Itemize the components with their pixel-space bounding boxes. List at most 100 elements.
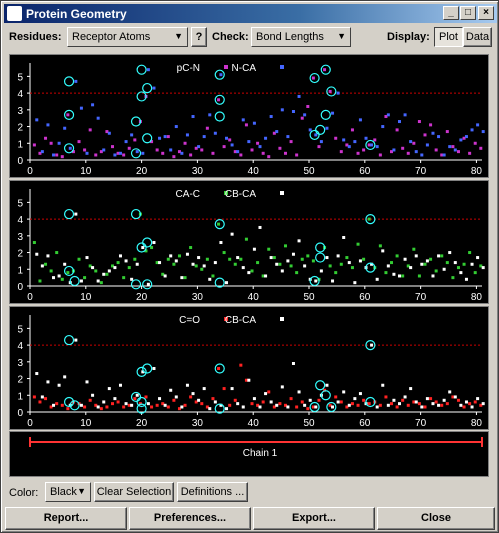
data-point[interactable] bbox=[44, 397, 47, 400]
data-point[interactable] bbox=[208, 113, 211, 116]
data-point[interactable] bbox=[267, 248, 270, 251]
data-point[interactable] bbox=[184, 404, 187, 407]
data-point[interactable] bbox=[482, 266, 485, 269]
data-point[interactable] bbox=[158, 397, 161, 400]
data-point[interactable] bbox=[351, 266, 354, 269]
data-point[interactable] bbox=[167, 135, 170, 138]
data-point[interactable] bbox=[320, 269, 323, 272]
data-point[interactable] bbox=[325, 127, 328, 130]
data-point[interactable] bbox=[231, 233, 234, 236]
data-point[interactable] bbox=[465, 278, 468, 281]
data-point[interactable] bbox=[189, 153, 192, 156]
plot-panel-2[interactable]: 0 1 2 3 4 5 0 10 20 30 40 50 60 70 80 CA-C CB-CA bbox=[9, 180, 489, 304]
data-point[interactable] bbox=[245, 238, 248, 241]
data-point[interactable] bbox=[474, 400, 477, 403]
data-point[interactable] bbox=[217, 98, 220, 101]
data-point[interactable] bbox=[353, 281, 356, 284]
data-point[interactable] bbox=[55, 251, 58, 254]
data-point[interactable] bbox=[431, 402, 434, 405]
data-point[interactable] bbox=[253, 122, 256, 125]
data-point[interactable] bbox=[41, 150, 44, 153]
data-point[interactable] bbox=[150, 405, 153, 408]
data-point[interactable] bbox=[119, 152, 122, 155]
data-point[interactable] bbox=[295, 271, 298, 274]
data-point[interactable] bbox=[197, 399, 200, 402]
data-point[interactable] bbox=[172, 263, 175, 266]
bond-length-plot-2[interactable]: 0123450 10 20 30 40 50 60 70 80CA-C CB-CA bbox=[10, 181, 488, 303]
data-point[interactable] bbox=[426, 143, 429, 146]
data-point[interactable] bbox=[46, 380, 49, 383]
data-point[interactable] bbox=[306, 407, 309, 410]
data-point[interactable] bbox=[225, 281, 228, 284]
data-point[interactable] bbox=[463, 405, 466, 408]
data-point[interactable] bbox=[200, 148, 203, 151]
data-point[interactable] bbox=[97, 279, 100, 282]
data-point[interactable] bbox=[459, 271, 462, 274]
data-point[interactable] bbox=[482, 402, 485, 405]
data-point[interactable] bbox=[423, 133, 426, 136]
outlier-highlight[interactable] bbox=[316, 253, 325, 262]
data-point[interactable] bbox=[398, 402, 401, 405]
data-point[interactable] bbox=[117, 261, 120, 264]
data-point[interactable] bbox=[474, 271, 477, 274]
data-point[interactable] bbox=[457, 150, 460, 153]
data-point[interactable] bbox=[459, 138, 462, 141]
data-point[interactable] bbox=[41, 395, 44, 398]
data-point[interactable] bbox=[448, 251, 451, 254]
data-point[interactable] bbox=[286, 135, 289, 138]
data-point[interactable] bbox=[247, 379, 250, 382]
data-point[interactable] bbox=[362, 148, 365, 151]
data-point[interactable] bbox=[69, 147, 72, 150]
data-point[interactable] bbox=[97, 405, 100, 408]
data-point[interactable] bbox=[35, 372, 38, 375]
data-point[interactable] bbox=[100, 281, 103, 284]
data-point[interactable] bbox=[420, 263, 423, 266]
data-point[interactable] bbox=[398, 120, 401, 123]
data-point[interactable] bbox=[415, 254, 418, 257]
data-point[interactable] bbox=[409, 387, 412, 390]
data-point[interactable] bbox=[245, 123, 248, 126]
title-bar[interactable]: Protein Geometry _ □ × bbox=[4, 4, 497, 23]
data-point[interactable] bbox=[186, 253, 189, 256]
data-point[interactable] bbox=[329, 90, 332, 93]
data-point[interactable] bbox=[164, 404, 167, 407]
data-point[interactable] bbox=[97, 117, 100, 120]
data-point[interactable] bbox=[251, 269, 254, 272]
data-point[interactable] bbox=[208, 278, 211, 281]
data-point[interactable] bbox=[446, 402, 449, 405]
data-point[interactable] bbox=[337, 92, 340, 95]
data-point[interactable] bbox=[290, 140, 293, 143]
data-point[interactable] bbox=[125, 402, 128, 405]
data-point[interactable] bbox=[412, 248, 415, 251]
data-point[interactable] bbox=[334, 395, 337, 398]
data-point[interactable] bbox=[247, 271, 250, 274]
data-point[interactable] bbox=[144, 395, 147, 398]
data-point[interactable] bbox=[63, 263, 66, 266]
data-point[interactable] bbox=[247, 140, 250, 143]
data-point[interactable] bbox=[474, 142, 477, 145]
data-point[interactable] bbox=[359, 392, 362, 395]
data-point[interactable] bbox=[362, 258, 365, 261]
data-point[interactable] bbox=[239, 258, 242, 261]
data-point[interactable] bbox=[409, 140, 412, 143]
data-point[interactable] bbox=[231, 143, 234, 146]
data-point[interactable] bbox=[281, 108, 284, 111]
data-point[interactable] bbox=[228, 138, 231, 141]
data-point[interactable] bbox=[262, 152, 265, 155]
data-point[interactable] bbox=[359, 259, 362, 262]
data-point[interactable] bbox=[334, 137, 337, 140]
data-point[interactable] bbox=[348, 145, 351, 148]
data-point[interactable] bbox=[451, 145, 454, 148]
data-point[interactable] bbox=[264, 137, 267, 140]
data-point[interactable] bbox=[476, 123, 479, 126]
data-point[interactable] bbox=[122, 405, 125, 408]
data-point[interactable] bbox=[50, 142, 53, 145]
data-point[interactable] bbox=[136, 150, 139, 153]
check-dropdown[interactable]: Bond Lengths ▼ bbox=[251, 27, 351, 47]
data-point[interactable] bbox=[457, 266, 460, 269]
data-point[interactable] bbox=[86, 152, 89, 155]
data-point[interactable] bbox=[301, 117, 304, 120]
outlier-highlight[interactable] bbox=[65, 77, 74, 86]
data-point[interactable] bbox=[214, 261, 217, 264]
data-point[interactable] bbox=[133, 258, 136, 261]
